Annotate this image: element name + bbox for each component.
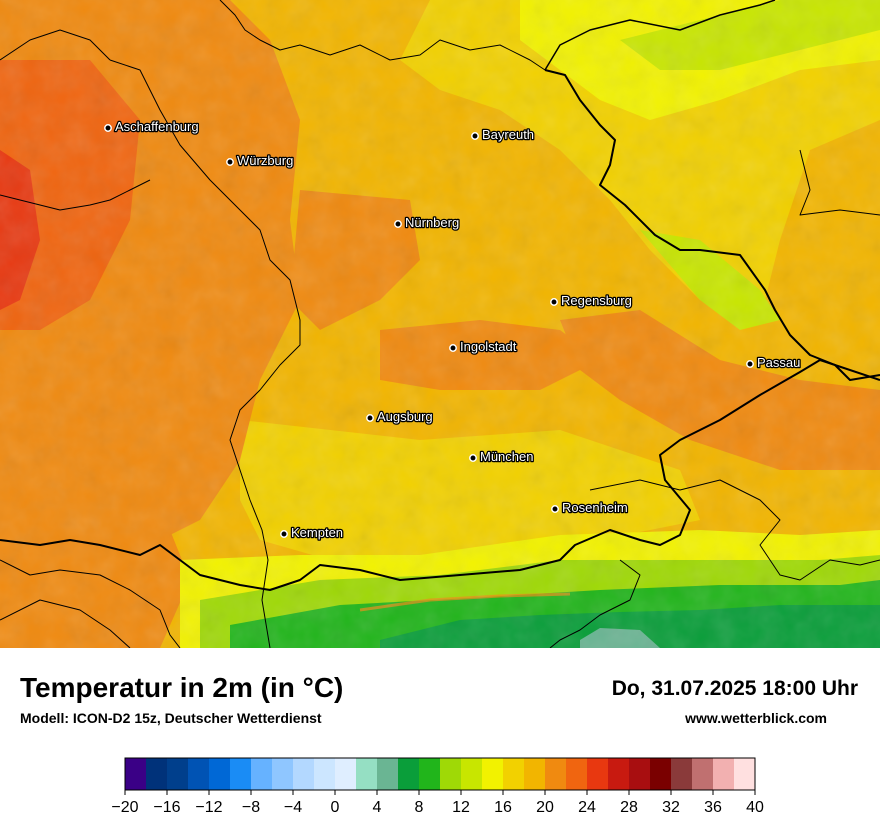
legend-swatch <box>419 758 441 790</box>
city-wuerzburg: Würzburg <box>226 152 295 169</box>
legend-swatch <box>125 758 147 790</box>
svg-text:Rosenheim: Rosenheim <box>562 500 628 515</box>
legend-frame <box>124 757 756 791</box>
legend-swatch <box>587 758 609 790</box>
legend-tick-label: −12 <box>195 799 222 816</box>
legend-swatch <box>440 758 462 790</box>
legend-swatch <box>671 758 693 790</box>
legend-swatch <box>566 758 588 790</box>
legend-swatch <box>377 758 399 790</box>
website-link[interactable]: www.wetterblick.com <box>685 710 827 726</box>
city-regensburg: Regensburg <box>550 292 633 309</box>
region-border-4 <box>589 479 880 581</box>
model-info: Modell: ICON-D2 15z, Deutscher Wetterdie… <box>20 710 322 726</box>
svg-text:Kempten: Kempten <box>291 525 343 540</box>
city-nuernberg: Nürnberg <box>394 214 461 231</box>
legend-tick-label: 0 <box>331 799 340 816</box>
legend-swatch <box>524 758 546 790</box>
legend-swatch <box>713 758 735 790</box>
legend-tick-label: 12 <box>452 799 470 816</box>
region-border-6 <box>549 559 641 648</box>
city-bayreuth: Bayreuth <box>471 126 535 143</box>
borders <box>0 0 880 648</box>
legend-tick-label: 16 <box>494 799 512 816</box>
legend-tick-label: −4 <box>284 799 302 816</box>
legend-tick-label: 36 <box>704 799 722 816</box>
region-border-2 <box>0 179 151 211</box>
legend-swatch <box>608 758 630 790</box>
legend-swatch <box>335 758 357 790</box>
legend-swatch <box>482 758 504 790</box>
legend-swatch <box>272 758 294 790</box>
legend-swatch <box>188 758 210 790</box>
legend-swatch <box>629 758 651 790</box>
region-border-7 <box>799 149 880 216</box>
city-augsburg: Augsburg <box>366 408 434 425</box>
region-border-3 <box>0 29 111 61</box>
legend-swatch <box>146 758 168 790</box>
color-scale: −20 −16 −12 −8 −4 0 4 8 12 16 20 24 28 32 36 40 <box>111 757 764 816</box>
city-muenchen: München <box>469 448 535 465</box>
city-markers: Aschaffenburg Würzburg Bayreuth Nürnberg… <box>104 118 802 541</box>
legend-tick-label: −20 <box>111 799 138 816</box>
svg-text:Aschaffenburg: Aschaffenburg <box>115 119 199 134</box>
temperature-map: Aschaffenburg Würzburg Bayreuth Nürnberg… <box>0 0 880 648</box>
svg-text:Passau: Passau <box>757 355 800 370</box>
svg-text:München: München <box>480 449 533 464</box>
region-border-5 <box>0 559 181 648</box>
svg-text:Nürnberg: Nürnberg <box>405 215 459 230</box>
map-title: Temperatur in 2m (in °C) <box>20 672 344 703</box>
city-kempten: Kempten <box>280 524 344 541</box>
svg-text:Bayreuth: Bayreuth <box>482 127 534 142</box>
legend-tick-label: 4 <box>373 799 382 816</box>
city-aschaffenburg: Aschaffenburg <box>104 118 200 135</box>
legend-swatch <box>545 758 567 790</box>
legend-tick-label: 20 <box>536 799 554 816</box>
legend-tick-label: 8 <box>415 799 424 816</box>
svg-text:Augsburg: Augsburg <box>377 409 433 424</box>
legend-swatch <box>461 758 483 790</box>
legend-tick-label: 40 <box>746 799 764 816</box>
legend-swatch <box>167 758 189 790</box>
svg-text:Ingolstadt: Ingolstadt <box>460 339 517 354</box>
region-border-1 <box>109 59 301 648</box>
national-border-austria <box>0 359 880 591</box>
svg-text:Würzburg: Würzburg <box>237 153 293 168</box>
national-border-north <box>544 0 776 71</box>
map-texture <box>0 0 880 648</box>
state-border-west <box>219 0 546 71</box>
legend-swatch <box>314 758 336 790</box>
legend-swatch <box>650 758 672 790</box>
legend-swatch <box>503 758 525 790</box>
legend-swatch <box>398 758 420 790</box>
city-ingolstadt: Ingolstadt <box>449 338 518 355</box>
legend-swatch <box>251 758 273 790</box>
forecast-datetime: Do, 31.07.2025 18:00 Uhr <box>611 677 858 700</box>
legend-tick-label: 32 <box>662 799 680 816</box>
svg-text:Regensburg: Regensburg <box>561 293 632 308</box>
legend-swatch <box>293 758 315 790</box>
region-border-8 <box>0 599 131 648</box>
color-legend: −20 −16 −12 −8 −4 0 4 8 12 16 20 24 28 32 36 40 <box>105 757 775 822</box>
legend-tick-label: −8 <box>242 799 260 816</box>
legend-swatch <box>230 758 252 790</box>
legend-tick-label: 28 <box>620 799 638 816</box>
national-border-czech <box>544 69 880 381</box>
legend-swatch <box>692 758 714 790</box>
legend-tick-label: 24 <box>578 799 596 816</box>
legend-swatch <box>356 758 378 790</box>
city-rosenheim: Rosenheim <box>551 499 629 516</box>
legend-tick-label: −16 <box>153 799 180 816</box>
city-passau: Passau <box>746 354 802 371</box>
legend-swatch <box>209 758 231 790</box>
legend-swatch <box>734 758 756 790</box>
